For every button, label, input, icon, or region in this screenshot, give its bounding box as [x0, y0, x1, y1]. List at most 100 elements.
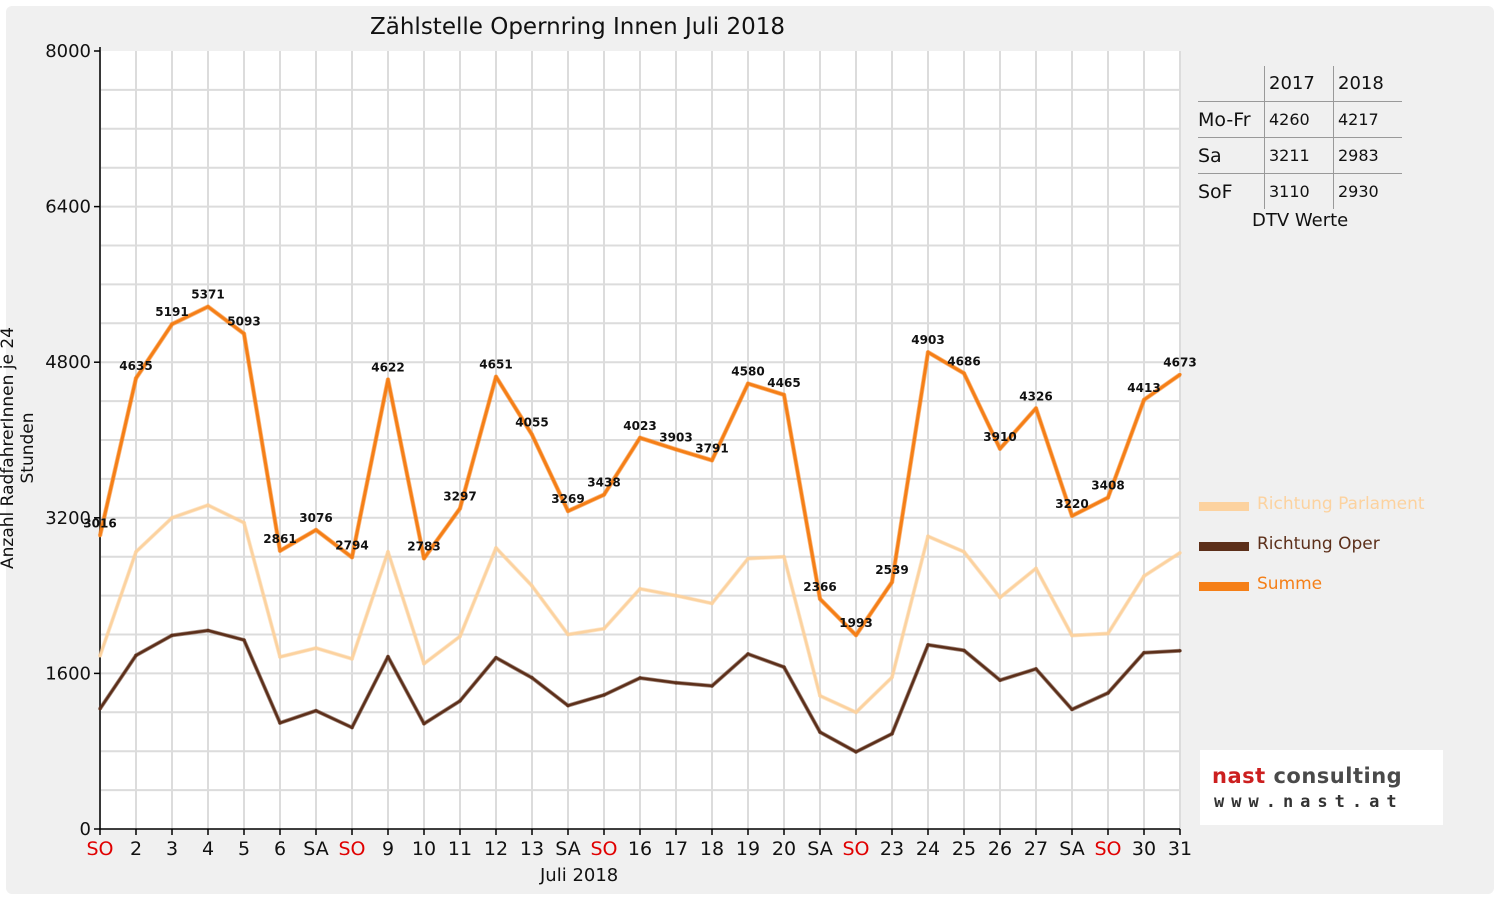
data-label: 2794 [335, 538, 368, 552]
data-label: 4326 [1019, 389, 1052, 403]
data-point [746, 652, 750, 656]
data-point [314, 709, 318, 713]
x-tick-label: 16 [628, 838, 652, 860]
legend-label: Summe [1257, 574, 1323, 594]
data-point [854, 710, 858, 714]
data-label: 4622 [371, 361, 404, 375]
data-label: 5191 [155, 305, 188, 319]
x-tick-label: 13 [520, 838, 544, 860]
x-axis-label: Juli 2018 [540, 865, 619, 886]
x-tick-label: 6 [274, 838, 286, 860]
data-point [674, 681, 678, 685]
dtv-header-2017: 2017 [1264, 66, 1334, 102]
x-tick-label: 9 [382, 838, 394, 860]
data-point [1070, 633, 1074, 638]
logo-wordmark: nast consulting [1212, 764, 1403, 788]
data-point [206, 503, 210, 507]
y-tick-label: 8000 [45, 41, 91, 62]
data-label: 3297 [443, 489, 476, 503]
dtv-table: 2017 2018 Mo-Fr 4260 4217 Sa 3211 2983 S… [1198, 66, 1413, 209]
x-tick-label: 31 [1168, 838, 1192, 860]
data-point [206, 628, 210, 633]
data-label: 3220 [1055, 497, 1088, 511]
data-point [566, 703, 570, 708]
data-point [458, 634, 462, 639]
data-point [530, 433, 534, 437]
data-point [1142, 574, 1146, 578]
data-point [962, 550, 966, 554]
data-point [494, 375, 498, 379]
logo-url: www.nast.at [1214, 792, 1404, 812]
data-point [98, 707, 102, 711]
data-point [962, 371, 966, 375]
data-point [818, 597, 822, 601]
data-point [782, 555, 786, 559]
legend-swatch [1199, 502, 1249, 511]
legend-label: Richtung Parlament [1257, 494, 1425, 514]
x-tick-label: 27 [1024, 838, 1048, 860]
x-tick-label: 2 [130, 838, 142, 860]
x-tick-label: 23 [880, 838, 904, 860]
dtv-cell: 3110 [1264, 173, 1334, 209]
data-label: 4023 [623, 419, 656, 433]
data-point [854, 750, 858, 754]
data-point [350, 725, 354, 730]
data-point [638, 676, 642, 680]
data-point [782, 393, 786, 397]
data-point [926, 534, 930, 538]
data-label: 3269 [551, 492, 584, 506]
data-label: 4413 [1127, 381, 1160, 395]
y-axis-label: Anzahl RadfahrerInnen je 24 Stunden [0, 327, 38, 569]
data-label: 4580 [731, 365, 764, 379]
x-tick-label: 5 [238, 838, 250, 860]
data-point [638, 587, 642, 591]
data-point [1106, 495, 1110, 500]
data-point [386, 377, 390, 382]
company-logo: nast consulting www.nast.at [1200, 750, 1443, 825]
data-point [494, 546, 498, 550]
y-tick-label: 4800 [45, 352, 91, 373]
data-point [566, 509, 570, 513]
data-label: 2783 [407, 539, 440, 553]
data-point [314, 528, 318, 532]
data-label: 3910 [983, 430, 1016, 444]
data-point [1034, 566, 1038, 570]
data-point [458, 506, 462, 510]
legend-swatch [1199, 542, 1249, 551]
data-point [782, 665, 786, 669]
data-point [890, 675, 894, 679]
data-label: 3408 [1091, 479, 1124, 493]
data-label: 4686 [947, 354, 980, 368]
x-tick-label: 3 [166, 838, 178, 860]
dtv-cell: 2930 [1333, 173, 1402, 209]
data-point [530, 676, 534, 680]
data-point [314, 646, 318, 650]
data-point [998, 678, 1002, 682]
data-point [170, 516, 174, 520]
data-point [1106, 631, 1110, 636]
data-point [242, 332, 246, 336]
data-point [530, 584, 534, 588]
x-tick-label: 30 [1132, 838, 1156, 860]
data-point [746, 557, 750, 561]
data-point [242, 638, 246, 642]
data-point [926, 643, 930, 647]
data-label: 5371 [191, 288, 224, 302]
data-point [206, 305, 210, 309]
x-tick-label: 20 [772, 838, 796, 860]
x-tick-label: 4 [202, 838, 214, 860]
dtv-header-2018: 2018 [1333, 66, 1402, 102]
data-label: 4903 [911, 333, 944, 347]
data-point [818, 730, 822, 734]
data-label: 4465 [767, 376, 800, 390]
x-tick-label: SO [842, 838, 869, 860]
data-label: 2366 [803, 580, 836, 594]
data-point [278, 655, 282, 659]
data-label: 4635 [119, 359, 152, 373]
x-tick-label: 26 [988, 838, 1012, 860]
dtv-cell: 4217 [1333, 101, 1402, 138]
dtv-cell: 2983 [1333, 137, 1402, 174]
data-label: 4055 [515, 416, 548, 430]
chart-title: Zählstelle Opernring Innen Juli 2018 [370, 14, 785, 40]
